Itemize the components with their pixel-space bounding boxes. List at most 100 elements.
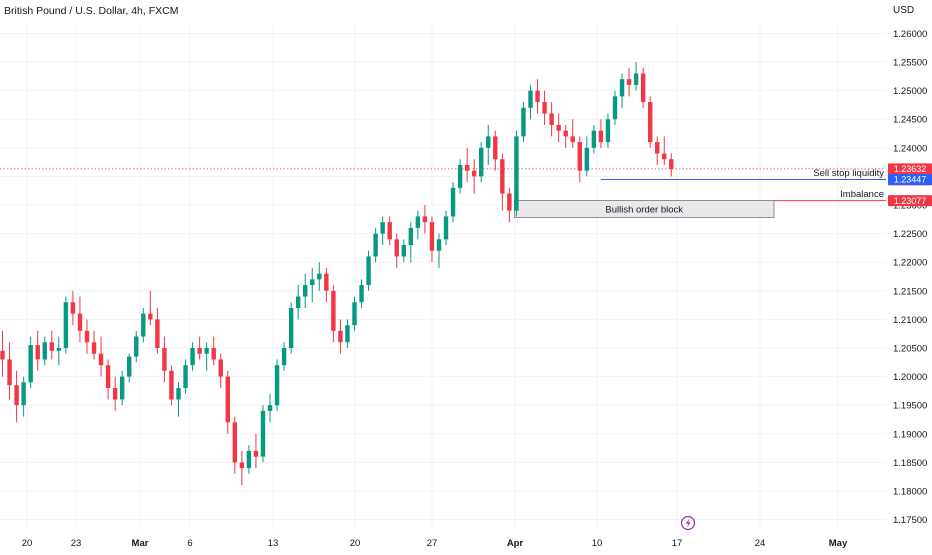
candle[interactable] [387, 216, 392, 246]
candle[interactable] [56, 336, 62, 366]
candle[interactable] [105, 359, 111, 400]
candle[interactable] [119, 370, 125, 406]
candle[interactable] [464, 147, 470, 183]
candle[interactable] [436, 233, 442, 268]
candle[interactable] [626, 67, 632, 97]
candle[interactable] [127, 353, 132, 383]
candle[interactable] [303, 273, 308, 308]
candle[interactable] [84, 319, 90, 354]
candle[interactable] [612, 90, 618, 125]
candle[interactable] [563, 124, 568, 148]
candle[interactable] [91, 330, 97, 360]
candle[interactable] [288, 302, 294, 354]
candle[interactable] [155, 307, 160, 354]
candle[interactable] [260, 405, 266, 463]
candle[interactable] [450, 182, 456, 223]
candle[interactable] [598, 119, 604, 148]
candle[interactable] [232, 416, 238, 474]
candle[interactable] [267, 393, 273, 423]
candle[interactable] [408, 222, 414, 263]
candle[interactable] [98, 336, 104, 377]
candle[interactable] [366, 250, 371, 291]
alert-icon[interactable] [680, 515, 696, 531]
candle[interactable] [493, 130, 498, 171]
candle[interactable] [647, 96, 653, 148]
candle[interactable] [0, 330, 5, 377]
candle[interactable] [70, 290, 76, 326]
candle[interactable] [197, 336, 202, 360]
candle[interactable] [331, 285, 336, 343]
candle[interactable] [162, 336, 167, 383]
candle[interactable] [345, 319, 350, 348]
candle[interactable] [471, 159, 477, 194]
candle[interactable] [373, 227, 378, 263]
candle[interactable] [605, 113, 611, 148]
candle[interactable] [211, 336, 216, 366]
candle[interactable] [591, 124, 597, 154]
price-label[interactable]: 1.23447 [888, 173, 932, 185]
candle[interactable] [176, 382, 181, 417]
candle[interactable] [338, 319, 343, 354]
candle[interactable] [317, 262, 322, 291]
candle[interactable] [514, 130, 519, 217]
candle[interactable] [281, 342, 287, 371]
candle[interactable] [655, 136, 660, 165]
candle[interactable] [521, 102, 526, 143]
candle[interactable] [556, 113, 561, 143]
candle[interactable] [443, 210, 449, 246]
candle[interactable] [619, 73, 625, 108]
candle[interactable] [486, 124, 491, 165]
candles-layer[interactable] [0, 62, 674, 486]
candle[interactable] [507, 187, 512, 223]
candle[interactable] [401, 239, 406, 263]
candle[interactable] [218, 353, 223, 389]
candle[interactable] [352, 296, 357, 331]
candle[interactable] [225, 370, 230, 434]
candle[interactable] [63, 296, 69, 354]
candle[interactable] [662, 136, 667, 165]
candle[interactable] [28, 336, 33, 389]
candle[interactable] [415, 210, 421, 240]
candle[interactable] [14, 370, 19, 423]
candle[interactable] [359, 279, 364, 308]
price-label[interactable]: 1.23077 [888, 195, 932, 207]
candle[interactable] [633, 62, 639, 91]
candle[interactable] [183, 359, 188, 394]
candle[interactable] [35, 330, 40, 371]
candle[interactable] [324, 267, 329, 303]
candle[interactable] [7, 342, 12, 400]
candle[interactable] [77, 296, 83, 343]
candle[interactable] [246, 445, 252, 474]
candle[interactable] [112, 376, 118, 411]
candle[interactable] [21, 376, 26, 417]
candle[interactable] [577, 136, 582, 183]
candle[interactable] [148, 290, 153, 326]
candle[interactable] [169, 365, 174, 406]
candle[interactable] [253, 433, 259, 469]
candle[interactable] [429, 216, 435, 263]
candle[interactable] [535, 79, 540, 114]
candle[interactable] [49, 330, 54, 360]
candle[interactable] [457, 159, 463, 194]
candle[interactable] [274, 359, 280, 411]
candle[interactable] [295, 285, 301, 320]
candle[interactable] [542, 90, 547, 125]
candle[interactable] [669, 153, 674, 177]
candle[interactable] [422, 205, 428, 234]
candle[interactable] [141, 307, 146, 343]
candle[interactable] [134, 330, 139, 363]
candle[interactable] [204, 342, 209, 371]
candle[interactable] [500, 153, 505, 211]
candle[interactable] [528, 84, 533, 120]
candle[interactable] [549, 102, 554, 137]
candle[interactable] [640, 67, 646, 108]
candle[interactable] [310, 267, 315, 303]
candle[interactable] [584, 136, 590, 177]
candle[interactable] [394, 233, 399, 268]
candle[interactable] [380, 216, 385, 246]
candle[interactable] [190, 342, 195, 371]
candle[interactable] [42, 336, 47, 366]
candle[interactable] [570, 119, 575, 148]
